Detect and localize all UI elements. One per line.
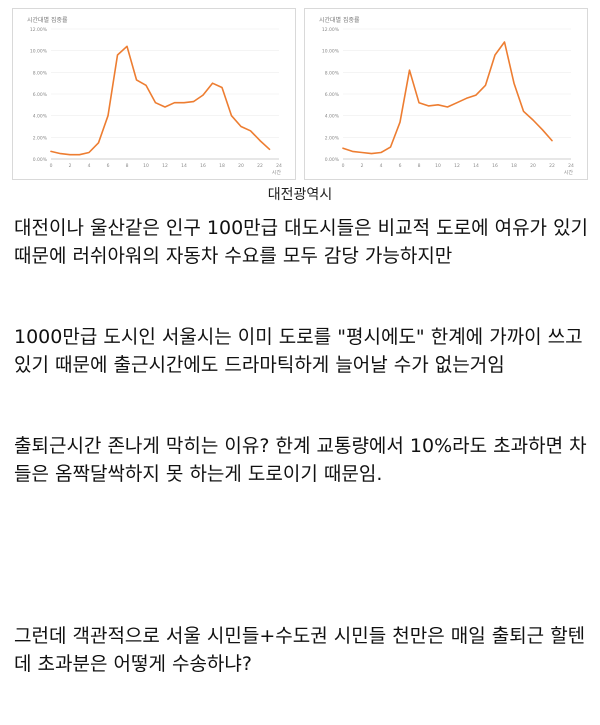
series-line [50, 45, 271, 156]
x-tick-label: 12 [454, 163, 460, 169]
y-tick-label: 4.00% [325, 114, 340, 120]
x-tick-label: 22 [257, 163, 263, 169]
chart-panel-left: 시간대별 집중률 0.00% 2.00% 4.00% 6.00% 8.00% 10.00% 1… [12, 8, 296, 180]
x-axis-label: 시간 [564, 169, 574, 176]
x-tick-label: 10 [143, 163, 149, 169]
x-tick-label: 16 [200, 163, 206, 169]
x-axis-label: 시간 [272, 169, 282, 176]
y-tick-label: 2.00% [325, 135, 340, 141]
y-tick-label: 0.00% [325, 157, 340, 163]
image-caption: 대전광역시 [267, 187, 333, 203]
x-tick-label: 20 [530, 163, 536, 169]
x-tick-label: 0 [342, 163, 345, 169]
series-line [342, 41, 553, 155]
x-tick-label: 2 [361, 163, 364, 169]
x-tick-label: 4 [88, 163, 91, 169]
x-tick-label: 6 [399, 163, 402, 169]
line-chart-right: 시간대별 집중률 0.00% 2.00% 4.00% 6.00% 8.00% 10.00% 1… [319, 16, 574, 176]
y-tick-label: 10.00% [30, 49, 48, 55]
x-tick-label: 18 [511, 163, 517, 169]
x-tick-label: 14 [473, 163, 479, 169]
y-tick-label: 8.00% [33, 70, 48, 76]
y-tick-label: 10.00% [322, 49, 340, 55]
chart-title: 시간대별 집중률 [27, 16, 68, 24]
x-tick-label: 2 [69, 163, 72, 169]
y-tick-label: 6.00% [33, 92, 48, 98]
y-tick-label: 8.00% [325, 70, 340, 76]
x-tick-label: 8 [126, 163, 129, 169]
x-tick-label: 24 [276, 163, 282, 169]
x-tick-label: 8 [418, 163, 421, 169]
chart-area: 시간대별 집중률 0.00% 2.00% 4.00% 6.00% 8.00% 10.00% 1… [12, 8, 588, 180]
x-tick-label: 16 [492, 163, 498, 169]
x-tick-label: 6 [107, 163, 110, 169]
x-tick-label: 12 [162, 163, 168, 169]
x-tick-label: 22 [549, 163, 555, 169]
y-tick-label: 2.00% [33, 135, 48, 141]
chart-title: 시간대별 집중률 [319, 16, 360, 24]
y-tick-label: 6.00% [325, 92, 340, 98]
line-chart-left: 시간대별 집중률 0.00% 2.00% 4.00% 6.00% 8.00% 10.00% 1… [27, 16, 282, 176]
x-tick-label: 0 [50, 163, 53, 169]
x-tick-label: 18 [219, 163, 225, 169]
paragraph-1: 대전이나 울산같은 인구 100만급 대도시들은 비교적 도로에 여유가 있기 … [14, 217, 589, 267]
x-tick-label: 20 [238, 163, 244, 169]
paragraph-4: 그런데 객관적으로 서울 시민들+수도권 시민들 천만은 매일 출퇴근 할텐데 … [14, 625, 586, 675]
x-tick-label: 14 [181, 163, 187, 169]
chart-panel-right: 시간대별 집중률 0.00% 2.00% 4.00% 6.00% 8.00% 10.00% 1… [304, 8, 588, 180]
y-tick-label: 12.00% [322, 27, 340, 33]
paragraph-2: 1000만급 도시인 서울시는 이미 도로를 "평시에도" 한계에 가까이 쓰고… [14, 326, 583, 376]
x-tick-label: 4 [380, 163, 383, 169]
x-tick-label: 10 [435, 163, 441, 169]
y-tick-label: 4.00% [33, 114, 48, 120]
y-tick-label: 0.00% [33, 157, 48, 163]
x-tick-label: 24 [568, 163, 574, 169]
y-tick-label: 12.00% [30, 27, 48, 33]
paragraph-3: 출퇴근시간 존나게 막히는 이유? 한계 교통량에서 10%라도 초과하면 차들… [14, 435, 587, 485]
